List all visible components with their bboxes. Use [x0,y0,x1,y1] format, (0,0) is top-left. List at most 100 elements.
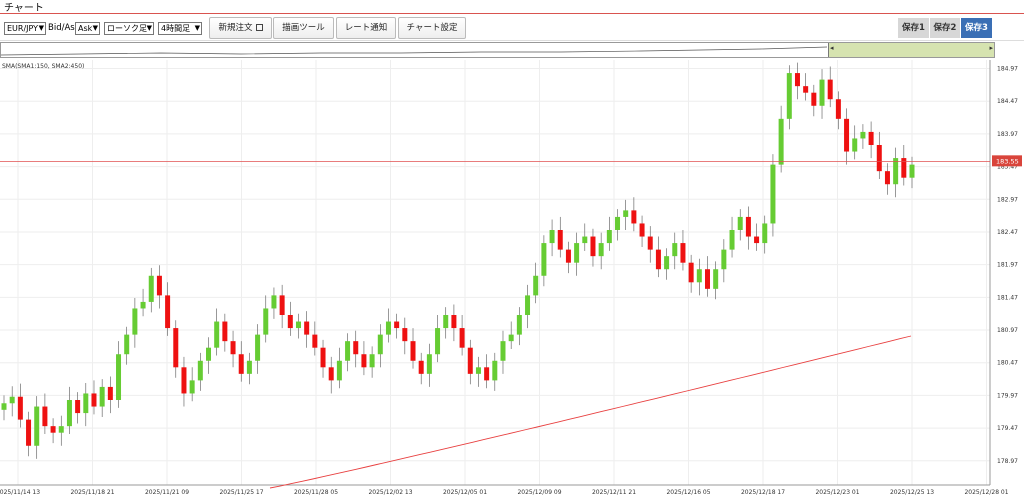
new-order-label: 新規注文 [218,23,253,33]
y-tick-label: 183.97 [997,131,1018,138]
candle-body [623,210,629,217]
candle-body [754,236,760,244]
candle-body [844,118,850,152]
candle-body [525,295,531,315]
candle-body [639,223,645,237]
candle-body [606,230,612,244]
candle-body [565,249,571,263]
y-tick-label: 184.47 [997,98,1018,105]
x-tick-label: 2025/11/21 09 [145,489,189,496]
chevron-down-icon: ▼ [146,24,152,32]
candle-body [655,249,661,270]
y-tick-label: 180.47 [997,360,1018,367]
candle-body [353,341,359,355]
navigator-range-handle[interactable]: ◂ ▸ [828,43,994,57]
candle-body [287,315,293,329]
x-tick-label: 2025/11/18 21 [70,489,114,496]
candle-body [541,243,547,276]
candle-body [672,243,678,257]
candle-body [328,367,334,381]
sma-line [269,335,912,489]
candle-body [664,256,670,270]
candle-body [884,171,890,185]
save3-button[interactable]: 保存3 [961,18,992,38]
x-tick-label: 2025/12/05 01 [443,489,487,496]
candle-body [394,321,400,329]
candle-body [83,393,89,414]
y-tick-label: 179.47 [997,425,1018,432]
candle-body [230,341,236,355]
candle-body [271,295,277,309]
candle-body [320,347,326,368]
candle-body [132,308,138,335]
candle-body [557,230,563,250]
x-tick-label: 2025/11/28 05 [294,489,338,496]
candle-body [385,321,391,335]
candle-body [631,210,637,224]
candle-body [206,347,212,361]
timeframe-select[interactable]: 4時間足 ▼ [158,22,202,35]
rate-alert-label: レート通知 [344,23,388,33]
current-price-badge [992,155,1022,167]
page-title: チャート [4,3,44,14]
candle-body [26,419,32,446]
candle-body [819,79,825,106]
currency-pair-select[interactable]: EUR/JPY ▼ [4,22,46,35]
save2-button[interactable]: 保存2 [930,18,960,38]
x-tick-label: 2025/12/16 05 [666,489,710,496]
candle-body [835,99,841,119]
rate-alert-button[interactable]: レート通知 [336,17,396,39]
candle-body [500,341,506,361]
candle-body [222,321,228,342]
drawing-tools-button[interactable]: 描画ツール [273,17,334,39]
candle-body [484,367,490,381]
chart-type-select[interactable]: ローソク足 ▼ [104,22,154,35]
chart-navigator[interactable]: ◂ ▸ [0,42,995,58]
y-tick-label: 182.47 [997,229,1018,236]
candle-body [295,321,301,329]
chart-type-value: ローソク足 [107,24,147,33]
candle-body [140,301,146,309]
candle-body [827,79,833,100]
candle-body [475,367,481,374]
bidask-select[interactable]: Ask ▼ [75,22,100,35]
candle-body [615,216,621,230]
candle-body [688,262,694,283]
chevron-down-icon: ▼ [38,24,44,32]
candle-body [181,367,187,394]
candle-body [426,354,432,374]
y-tick-label: 183.47 [997,164,1018,171]
toolbar: EUR/JPY ▼ Bid/Ask Ask ▼ ローソク足 ▼ 4時間足 ▼ 新規注文 … [0,14,1024,41]
candle-body [410,341,416,361]
new-order-button[interactable]: 新規注文 [209,17,272,39]
title-bar: チャート [0,0,1024,14]
candle-body [893,158,899,185]
navigator-sparkline [1,46,827,56]
indicator-label: SMA(SMA1:150, SMA2:450) [2,63,85,70]
chevron-left-icon[interactable]: ◂ [830,44,834,52]
price-chart[interactable]: 184.97 184.47 183.97 183.47 182.97 182.47 181.… [0,60,1024,498]
chevron-right-icon[interactable]: ▸ [989,44,993,52]
candle-body [459,328,465,348]
x-tick-label: 2025/12/18 17 [741,489,785,496]
y-tick-label: 180.97 [997,327,1018,334]
candle-body [492,360,498,381]
candle-body [435,328,441,355]
chart-settings-button[interactable]: チャート設定 [398,17,466,39]
current-price-label: 183.55 [996,157,1019,165]
candle-body [246,360,252,374]
candle-body [197,360,203,381]
candle-body [124,334,130,355]
x-tick-label: 2025/11/14 13 [0,489,40,496]
candle-body [418,360,424,374]
candle-body [745,216,751,237]
candle-body [345,341,351,361]
candle-body [107,386,113,400]
save1-button[interactable]: 保存1 [898,18,929,38]
y-tick-label: 181.97 [997,262,1018,269]
candle-body [58,426,64,433]
y-tick-label: 178.97 [997,458,1018,465]
candle-body [786,73,792,119]
x-tick-label: 2025/12/02 13 [368,489,412,496]
chart-settings-label: チャート設定 [406,23,458,33]
